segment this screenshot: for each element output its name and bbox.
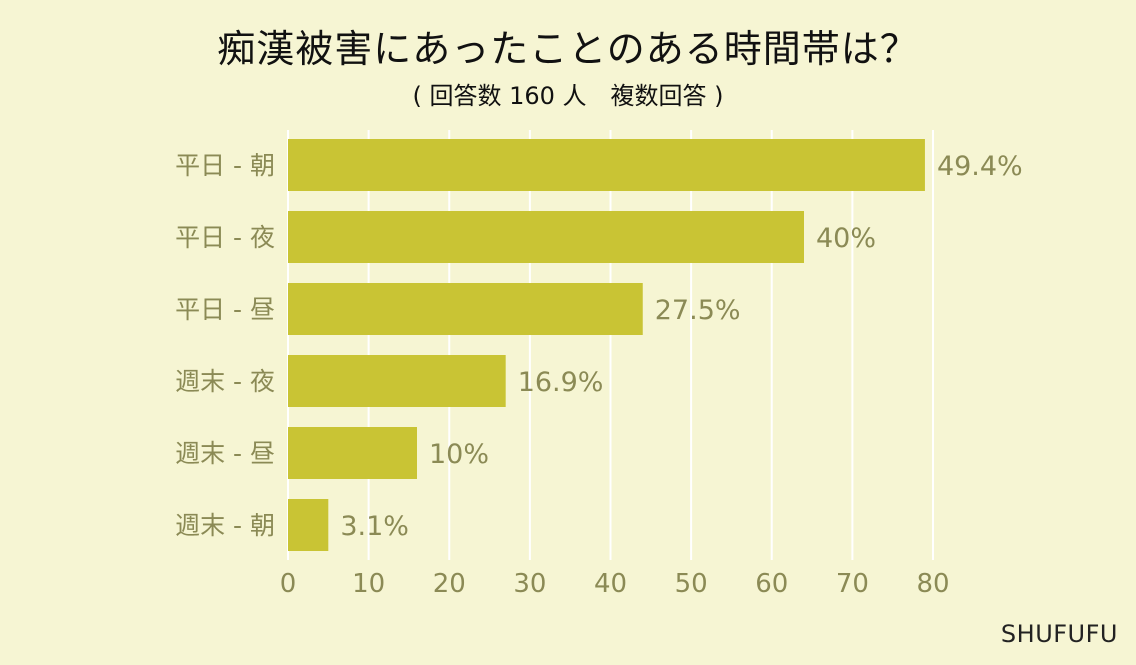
bar (288, 283, 643, 335)
category-labels: 平日 - 朝平日 - 夜平日 - 昼週末 - 夜週末 - 昼週末 - 朝 (175, 151, 275, 540)
x-tick-label: 30 (513, 569, 546, 599)
x-tick-labels: 0 10 20 30 40 50 60 70 80 (280, 569, 950, 599)
bar (288, 499, 329, 551)
category-label: 平日 - 夜 (175, 223, 275, 252)
category-label: 週末 - 昼 (175, 439, 275, 468)
data-label: 27.5% (655, 295, 741, 326)
gridlines (287, 130, 934, 560)
brand-logo-text: SHUFUFU (1000, 620, 1118, 648)
category-label: 週末 - 朝 (175, 511, 275, 540)
category-label: 週末 - 夜 (175, 367, 275, 396)
chart-subtitle: ( 回答数 160 人 複数回答 ) (412, 82, 724, 110)
data-label: 49.4% (937, 151, 1023, 182)
category-label: 平日 - 朝 (175, 151, 275, 180)
bar (288, 139, 925, 191)
chart-title: 痴漢被害にあったことのある時間帯は？ (217, 27, 919, 71)
data-label: 10% (429, 439, 489, 470)
x-tick-label: 10 (352, 569, 385, 599)
bars (288, 139, 925, 551)
x-tick-label: 50 (675, 569, 708, 599)
category-label: 平日 - 昼 (175, 295, 275, 324)
data-label: 40% (816, 223, 876, 254)
x-tick-label: 40 (594, 569, 627, 599)
x-tick-label: 20 (433, 569, 466, 599)
data-labels: 49.4% 40% 27.5% 16.9% 10% 3.1% (340, 151, 1022, 542)
bar (288, 355, 506, 407)
x-tick-label: 60 (755, 569, 788, 599)
x-tick-label: 0 (280, 569, 297, 599)
bar (288, 427, 417, 479)
x-tick-label: 80 (916, 569, 949, 599)
x-tick-label: 70 (836, 569, 869, 599)
bar (288, 211, 804, 263)
data-label: 16.9% (518, 367, 604, 398)
data-label: 3.1% (340, 511, 409, 542)
